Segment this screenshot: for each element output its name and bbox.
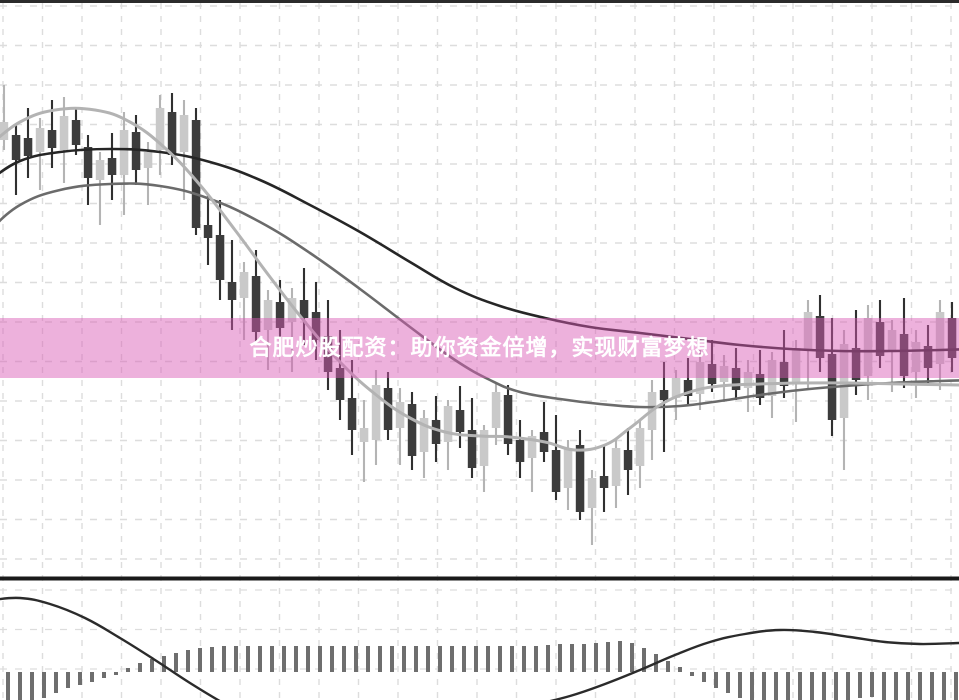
- candlestick-series: [0, 85, 957, 545]
- moving-average-lines: [0, 106, 959, 452]
- macd-signal-line: [0, 596, 959, 700]
